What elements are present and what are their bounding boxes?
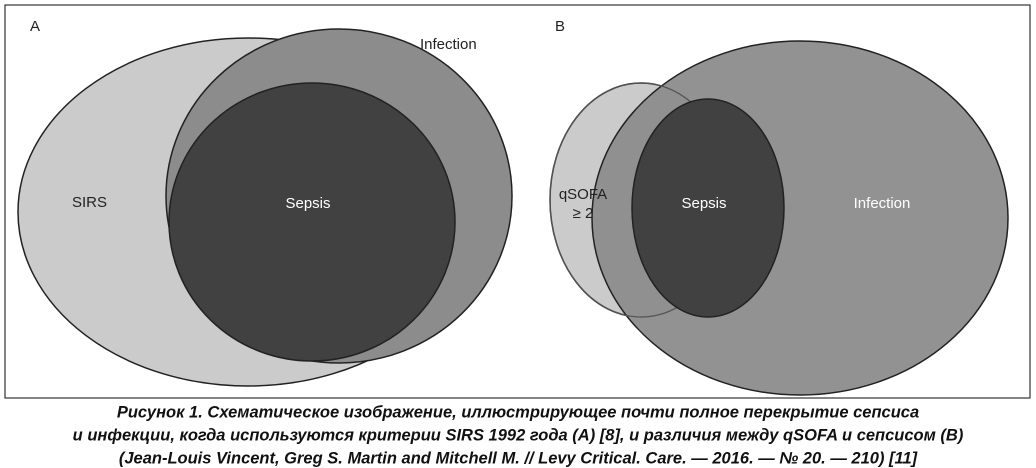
set-label: Infection [420,36,477,53]
sepsis-set [168,82,456,362]
set-label: Infection [854,195,911,212]
set-label: Sepsis [681,195,726,212]
set-label: SIRS [72,194,107,211]
caption-line: и инфекции, когда используются критерии … [73,426,964,444]
set-label: qSOFA [559,186,607,203]
panel-label: A [30,18,40,35]
set-label: Sepsis [285,195,330,212]
sepsis-set [631,98,785,318]
caption-line: (Jean-Louis Vincent, Greg S. Martin and … [119,449,918,467]
panel-label: B [555,18,565,35]
caption-line: Рисунок 1. Схематическое изображение, ил… [117,403,919,421]
set-label: ≥ 2 [573,205,594,222]
